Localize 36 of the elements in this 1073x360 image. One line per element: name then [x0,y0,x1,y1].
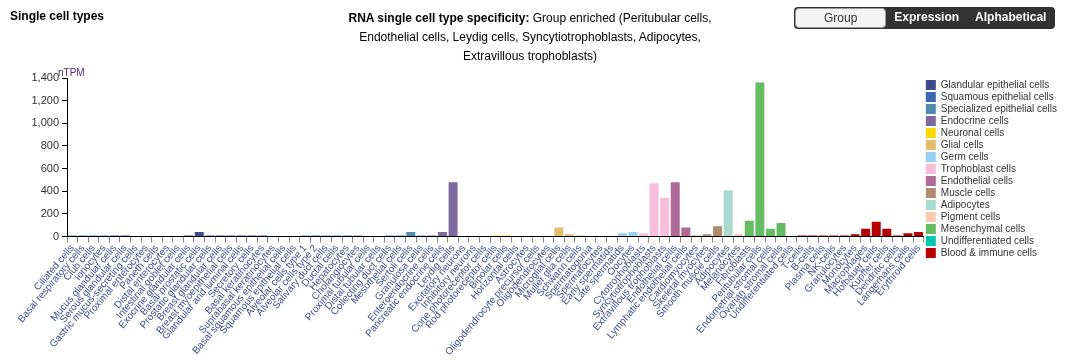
legend-label: Pigment cells [940,210,1001,222]
legend-label: Specialized epithelial cells [940,102,1058,114]
legend-label: Mesenchymal cells [940,222,1026,234]
y-tick-label: 1,000 [31,116,59,129]
bar [914,232,924,237]
legend-label: Glial cells [940,138,984,150]
y-tick-label: 800 [40,138,59,151]
chart-subtitle: RNA single cell type specificity: Group enriched (Peritubular cells, Endothelial cells, Leydig cells, Syncytiotrophoblasts, Adipocytes, Extravillous trophoblasts) [348,11,712,63]
legend-label: Muscle cells [940,186,996,198]
bar [448,182,458,237]
bar [713,226,723,237]
y-tick-label: 600 [40,161,59,174]
bar [639,233,648,237]
legend-label: Undifferentiated cells [940,234,1035,246]
legend-label: Adipocytes [940,198,990,210]
legend-label: Squamous epithelial cells [940,90,1054,102]
bar [554,227,564,237]
bar [765,228,775,237]
legend-label: Germ cells [940,150,989,162]
legend-label: Glandular epithelial cells [940,78,1050,90]
bar [438,232,448,237]
legend-label: Blood & immune cells [940,246,1037,258]
legend-label: Neuronal cells [940,126,1005,138]
legend-label: Endocrine cells [940,114,1009,126]
bar [776,222,786,237]
legend-label: Trophoblast cells [940,162,1017,174]
y-tick-label: 1,200 [31,93,59,106]
legend-label: Endothelial cells [940,174,1014,186]
bar [723,190,733,237]
y-tick-label: 1,400 [31,71,59,84]
y-tick-label: 200 [40,206,59,219]
view-toggle: Group Expression Alphabetical [794,7,1056,29]
y-tick-label: 0 [52,229,59,242]
y-axis-title: nTPM [58,67,85,78]
chart-title: Single cell types [10,9,105,23]
y-tick-label: 400 [40,184,59,197]
